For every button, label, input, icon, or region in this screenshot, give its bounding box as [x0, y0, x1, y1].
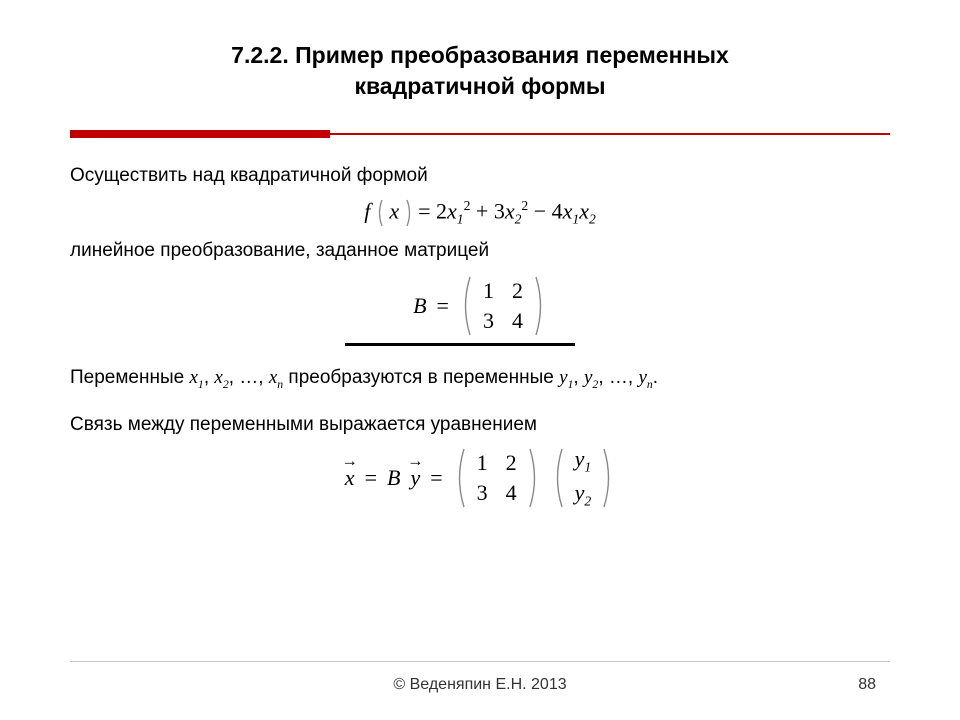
title-line-2: квадратичной формы: [354, 73, 605, 99]
eq2: =: [430, 465, 442, 491]
footer-page: 88: [858, 676, 876, 694]
mat2-paren-close: [527, 447, 541, 509]
divider-black: [345, 343, 575, 346]
matB-paren-close: [533, 275, 547, 337]
vec-paren-close: [601, 447, 615, 509]
quadratic-form-equation: f x = 2x12 + 3x22 − 4x1x2: [70, 198, 890, 228]
paren-close: [399, 198, 418, 223]
vec-paren-open: [551, 447, 565, 509]
matB-21: 3: [483, 308, 494, 334]
m2-22: 4: [506, 480, 517, 506]
eq-v2: x: [505, 198, 515, 223]
eq-c1: 2: [436, 198, 447, 223]
matB-paren-open: [459, 275, 473, 337]
eq-v3a: x: [563, 198, 573, 223]
vec-grid: y1 y2: [575, 446, 592, 509]
intro-text: Осуществить над квадратичной формой: [70, 162, 890, 190]
vars-text: Переменные x1, x2, …, xn преобразуются в…: [70, 364, 890, 393]
eq-v2-sup: 2: [521, 198, 528, 213]
eq-equals: =: [418, 198, 436, 223]
vec-y2: y2: [575, 480, 592, 509]
matB-11: 1: [483, 278, 494, 304]
ruler-thick: [70, 130, 330, 138]
transform-text: линейное преобразование, заданное матриц…: [70, 237, 890, 265]
accent-ruler: [70, 130, 890, 138]
slide-title: 7.2.2. Пример преобразования переменных …: [70, 40, 890, 102]
relation-text: Связь между переменными выражается уравн…: [70, 411, 890, 439]
vars-mid: преобразуются в переменные: [283, 367, 559, 388]
vec-y: y: [410, 465, 420, 491]
eq1: =: [365, 465, 377, 491]
mat2-grid: 1 2 3 4: [477, 450, 517, 506]
matB-name: B: [413, 293, 426, 319]
matrix-equation-xBy: x = By = 1 2 3 4 y1 y2: [70, 446, 890, 509]
eq-v3b: x: [579, 198, 589, 223]
mat2-paren-open: [453, 447, 467, 509]
m2-12: 2: [506, 450, 517, 476]
footer-copyright: © Веденяпин Е.Н. 2013: [393, 676, 566, 694]
vec-x: x: [345, 465, 355, 491]
eq-B: B: [387, 465, 400, 491]
footer: © Веденяпин Е.Н. 2013 88: [0, 676, 960, 694]
eq-c3: 4: [552, 198, 563, 223]
eq-v1-sub: 1: [457, 211, 464, 226]
eq-v3b-sub: 2: [589, 211, 596, 226]
vars-pre: Переменные: [70, 367, 189, 388]
eq-op1: +: [476, 198, 494, 223]
eq-v2-sub: 2: [515, 211, 522, 226]
matB-22: 4: [512, 308, 523, 334]
matB-eq: =: [437, 293, 449, 319]
matrix-b-equation: B = 1 2 3 4: [70, 275, 890, 337]
eq-v1-sup: 2: [464, 198, 471, 213]
eq-v1: x: [447, 198, 457, 223]
footer-separator: [70, 661, 890, 662]
vec-y1: y1: [575, 446, 592, 475]
eq-f: f: [364, 198, 370, 223]
m2-11: 1: [477, 450, 488, 476]
ruler-thin: [330, 133, 890, 135]
m2-21: 3: [477, 480, 488, 506]
eq-x: x: [389, 198, 399, 223]
eq-op2: −: [534, 198, 552, 223]
matB-grid: 1 2 3 4: [483, 278, 523, 334]
eq-c2: 3: [494, 198, 505, 223]
title-line-1: 7.2.2. Пример преобразования переменных: [231, 42, 729, 68]
matB-12: 2: [512, 278, 523, 304]
paren-open: [376, 198, 390, 223]
